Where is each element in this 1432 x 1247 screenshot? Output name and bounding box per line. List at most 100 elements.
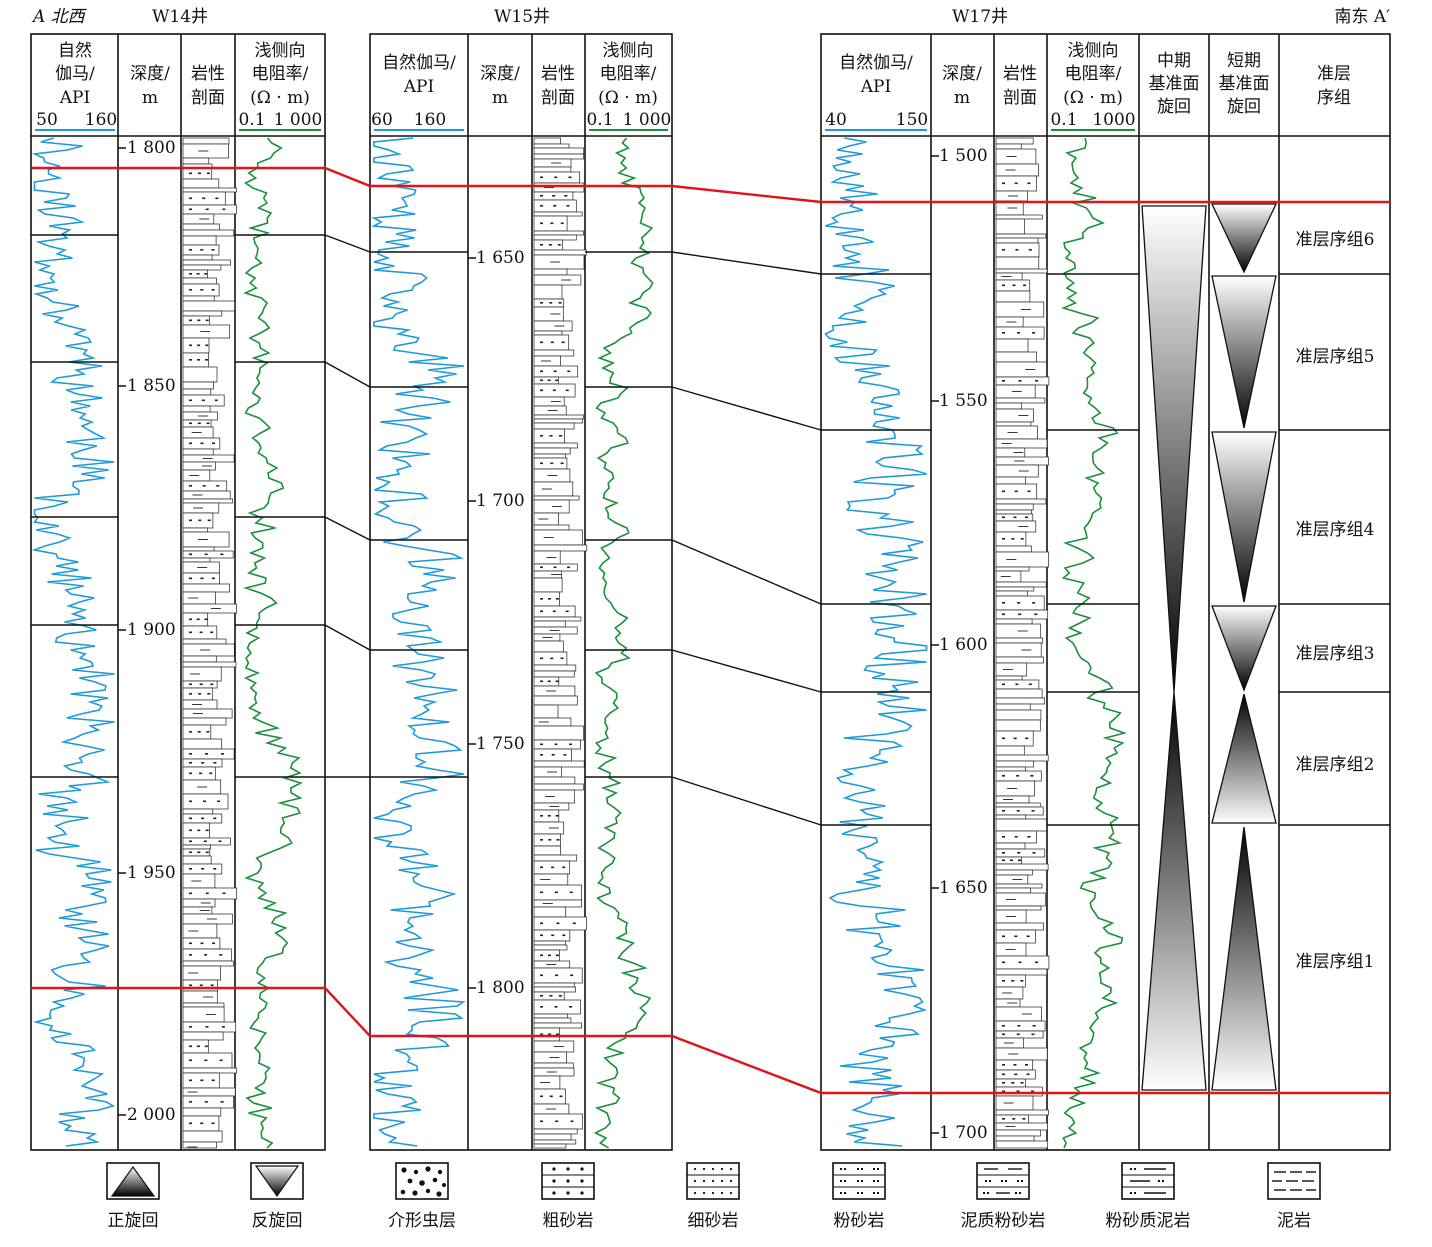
corner-label-right: 南东 A′ (1334, 7, 1390, 27)
legend-label-reverse-cycle: 反旋回 (252, 1211, 303, 1231)
w17-gr-scale-max: 150 (896, 110, 928, 130)
w17-headers: 自然伽马/ API 40 150 深度/ m 岩性 剖面 浅侧向 电阻率/ (Ω… (825, 41, 1351, 130)
lithology-columns (182, 137, 1050, 1149)
mid-cycle-transgressive-triangle (1141, 691, 1207, 1091)
legend-label-fine-sandstone: 细砂岩 (688, 1211, 739, 1231)
w17-lith-header-1: 岩性 (1003, 64, 1037, 84)
w15-gr-header-1: 自然伽马/ (382, 53, 456, 73)
w14-gr-header-3: API (59, 88, 90, 108)
well-w15-panel (369, 33, 673, 1151)
legend-item-reverse-cycle: 反旋回 (250, 1162, 304, 1231)
w14-depth-1800: 1 800 (127, 138, 176, 158)
w15-res-scale-max: 1 000 (623, 110, 672, 130)
sequence-boundaries (31, 166, 1390, 1095)
w14-depth-1950: 1 950 (127, 863, 176, 883)
short-cycle-header-1: 短期 (1227, 51, 1261, 71)
group-header-2: 序组 (1317, 88, 1351, 108)
w17-res-header-2: 电阻率/ (1065, 64, 1122, 84)
sequence-group-5: 准层序组5 (1296, 347, 1375, 367)
short-cycle-header-3: 旋回 (1227, 97, 1261, 117)
w15-depth-1750: 1 750 (476, 734, 525, 754)
w14-depth-axis: 1 800 1 850 1 900 1 950 2 000 (118, 138, 176, 1125)
w14-depth-1850: 1 850 (127, 376, 176, 396)
w17-gr-header-1: 自然伽马/ (839, 53, 913, 73)
mid-cycle-regressive-triangle (1141, 205, 1207, 693)
legend-label-argillaceous-siltstone: 泥质粉砂岩 (961, 1211, 1046, 1231)
w17-res-header-1: 浅侧向 (1068, 41, 1119, 61)
well-name-w14: W14井 (152, 7, 208, 27)
w14-depth-1900: 1 900 (127, 620, 176, 640)
w14-res-scale-max: 1 000 (274, 110, 323, 130)
short-cycle-2 (1211, 693, 1277, 824)
w14-depth-header-1: 深度/ (130, 64, 170, 84)
short-cycle-3 (1211, 605, 1277, 692)
group-header-1: 准层 (1317, 64, 1351, 84)
mid-cycle-header-3: 旋回 (1157, 97, 1191, 117)
short-cycle-4 (1211, 431, 1277, 603)
legend: 正旋回 反旋回 介形虫层 粗砂岩 (106, 1162, 1321, 1231)
legend-label-positive-cycle: 正旋回 (108, 1211, 159, 1231)
correlation-lines (31, 234, 1390, 826)
w15-depth-1650: 1 650 (476, 248, 525, 268)
w14-headers: 自然 伽马/ API 50 160 深度/ m 岩性 剖面 浅侧向 电阻率/ (… (36, 41, 322, 130)
mid-cycle-header-2: 基准面 (1149, 74, 1200, 94)
w14-depth-2000: 2 000 (127, 1105, 176, 1125)
short-cycle-1 (1211, 826, 1277, 1091)
legend-item-argillaceous-siltstone: 泥质粉砂岩 (961, 1162, 1046, 1231)
mid-term-cycle-column (1141, 205, 1207, 1091)
legend-item-silty-mudstone: 粉砂质泥岩 (1106, 1162, 1191, 1231)
short-cycle-5 (1211, 275, 1277, 429)
w14-res-header-3: (Ω · m) (250, 88, 310, 108)
w14-gr-header-2: 伽马/ (55, 64, 95, 84)
legend-label-silty-mudstone: 粉砂质泥岩 (1106, 1211, 1191, 1231)
legend-item-mudstone: 泥岩 (1267, 1162, 1321, 1231)
w14-lith-header-2: 剖面 (191, 88, 225, 108)
w17-lithology-column (995, 137, 1050, 1149)
mid-cycle-header-1: 中期 (1157, 51, 1191, 71)
well-w17-panel (820, 33, 1391, 1151)
w15-headers: 自然伽马/ API 60 160 深度/ m 岩性 剖面 浅侧向 电阻率/ (Ω… (371, 41, 671, 130)
w17-depth-1550: 1 550 (939, 391, 988, 411)
w17-lith-header-2: 剖面 (1003, 88, 1037, 108)
short-cycle-6 (1210, 203, 1278, 274)
w15-gr-scale-min: 60 (371, 110, 393, 130)
sequence-group-2: 准层序组2 (1296, 755, 1375, 775)
legend-label-ostracod-layer: 介形虫层 (388, 1211, 456, 1231)
w17-res-scale-min: 0.1 (1050, 110, 1077, 130)
w17-gr-header-2: API (860, 77, 891, 97)
w14-gr-curve (31, 137, 116, 1147)
log-curves (31, 137, 1128, 1149)
w15-lith-header-1: 岩性 (541, 64, 575, 84)
well-w14-panel (30, 33, 326, 1151)
short-term-cycle-column (1210, 203, 1278, 1091)
w17-res-header-3: (Ω · m) (1063, 88, 1123, 108)
w17-depth-axis: 1 500 1 550 1 600 1 650 1 700 (931, 146, 988, 1143)
sequence-group-6: 准层序组6 (1296, 230, 1375, 250)
w14-res-header-2: 电阻率/ (252, 64, 309, 84)
w15-gr-curve (371, 137, 466, 1147)
w15-lith-header-2: 剖面 (541, 88, 575, 108)
w17-depth-1600: 1 600 (939, 635, 988, 655)
legend-item-ostracod-layer: 介形虫层 (388, 1162, 456, 1231)
w15-res-header-3: (Ω · m) (598, 88, 658, 108)
sequence-group-4: 准层序组4 (1296, 520, 1375, 540)
w17-gr-curve (824, 137, 928, 1147)
w15-lithology-column (533, 137, 588, 1149)
w15-gr-scale-max: 160 (414, 110, 446, 130)
w15-depth-1700: 1 700 (476, 491, 525, 511)
sequence-group-1: 准层序组1 (1296, 952, 1375, 972)
w14-res-header-1: 浅侧向 (255, 41, 306, 61)
well-name-w17: W17井 (952, 7, 1008, 27)
legend-label-mudstone: 泥岩 (1277, 1211, 1311, 1231)
legend-item-siltstone: 粉砂岩 (832, 1162, 886, 1231)
w14-depth-header-2: m (142, 88, 158, 108)
short-cycle-header-2: 基准面 (1219, 74, 1270, 94)
w15-depth-axis: 1 650 1 700 1 750 1 800 (468, 248, 525, 998)
w14-gr-header-1: 自然 (58, 41, 92, 61)
sequence-group-labels: 准层序组6 准层序组5 准层序组4 准层序组3 准层序组2 准层序组1 (1296, 230, 1375, 972)
w17-depth-header-1: 深度/ (942, 64, 982, 84)
w14-lithology-column (182, 137, 238, 1149)
w15-res-scale-min: 0.1 (586, 110, 613, 130)
legend-item-coarse-sandstone: 粗砂岩 (541, 1162, 595, 1231)
